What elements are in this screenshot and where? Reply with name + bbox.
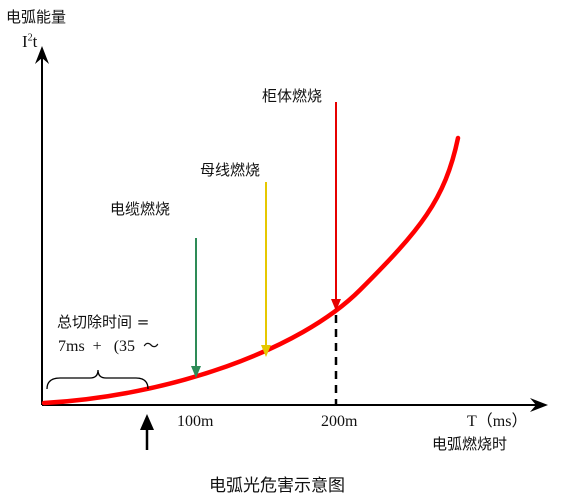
y-axis-symbol-exp: 2 — [27, 32, 33, 44]
y-axis-symbol-t: t — [32, 32, 38, 51]
clear-time-brace — [46, 369, 149, 390]
x-axis-arrowhead — [530, 398, 548, 412]
y-axis-arrowhead — [35, 46, 49, 64]
busbar-burning-arrow — [261, 182, 271, 357]
clear-time-formula: 7ms + (35 ～ — [58, 338, 160, 355]
cabinet-burning-arrow — [331, 102, 341, 311]
label-cabinet-burning: 柜体燃烧 — [262, 87, 323, 105]
y-axis-symbol-i: I — [22, 32, 28, 51]
diagram-caption: 电弧光危害示意图 — [209, 476, 345, 496]
x-axis-label: T（ms） — [467, 413, 528, 430]
clear-time-label: 总切除时间 = — [57, 313, 150, 331]
y-axis-symbol: I2t — [22, 33, 37, 50]
x-tick-200m: 200m — [321, 413, 358, 430]
x-tick-100m: 100m — [177, 413, 214, 430]
x-axis-title: 电弧燃烧时 — [432, 435, 508, 453]
cable-burning-arrow — [191, 238, 201, 378]
clear-time-up-arrow — [140, 414, 154, 450]
label-cable-burning: 电缆燃烧 — [110, 200, 171, 218]
label-busbar-burning: 母线燃烧 — [200, 161, 261, 179]
arc-energy-curve — [41, 135, 461, 406]
y-axis-title: 电弧能量 — [6, 8, 67, 26]
